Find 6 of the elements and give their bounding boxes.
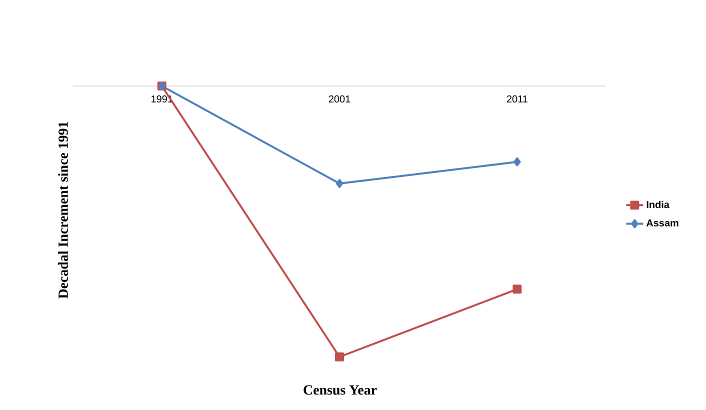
legend-label: Assam [646,220,678,226]
y-axis-title: Decadal Increment since 1991 [58,122,68,299]
legend-label: India [646,200,670,208]
x-tick-label: 2001 [328,95,350,102]
x-axis-title: Census Year [304,385,377,395]
x-tick-label: 2011 [506,95,528,102]
